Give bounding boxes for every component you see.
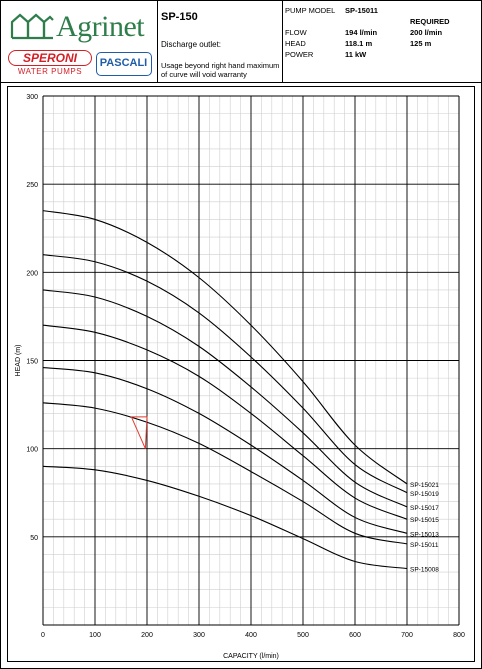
head-label: HEAD <box>285 39 306 48</box>
curve-sp-15015 <box>42 324 408 520</box>
agrinet-greenhouse-icon <box>10 13 54 40</box>
series-label-sp-15011: SP-15011 <box>410 542 439 549</box>
pump-series-title: SP-150 <box>161 11 198 23</box>
curve-sp-15021 <box>42 210 408 485</box>
head-value: 118.1 m <box>345 39 373 48</box>
series-label-sp-15021: SP-15021 <box>410 482 439 489</box>
flow-label: FLOW <box>285 28 307 37</box>
discharge-outlet-label: Discharge outlet: <box>161 40 222 49</box>
required-label: REQUIRED <box>410 17 450 26</box>
speroni-logo-outline <box>8 50 92 66</box>
y-axis-label: HEAD (m) <box>15 345 22 377</box>
speroni-wordmark: SPERONI <box>22 51 77 65</box>
y-tick-label: 50 <box>30 535 38 542</box>
y-tick-label: 200 <box>26 270 38 277</box>
series-label-sp-15017: SP-15017 <box>410 505 439 512</box>
pump-model-label: PUMP MODEL <box>285 6 336 15</box>
agrinet-wordmark: Agrinet <box>56 10 145 43</box>
curve-sp-15008 <box>42 465 408 570</box>
x-tick-label: 800 <box>453 632 465 639</box>
header-divider-left <box>157 0 158 83</box>
y-tick-label: 100 <box>26 447 38 454</box>
series-label-sp-15019: SP-15019 <box>410 491 439 498</box>
header: Agrinet SPERONI WATER PUMPS PASCALI SP-1… <box>0 0 482 84</box>
warranty-warning: Usage beyond right hand maximum of curve… <box>161 61 280 79</box>
series-label-sp-15008: SP-15008 <box>410 567 439 574</box>
x-tick-label: 600 <box>349 632 361 639</box>
y-tick-label: 250 <box>26 182 38 189</box>
head-required: 125 m <box>410 39 432 48</box>
curve-sp-15019 <box>42 254 408 494</box>
series-label-sp-15015: SP-15015 <box>410 517 439 524</box>
x-tick-label: 300 <box>193 632 205 639</box>
flow-required: 200 l/min <box>410 28 443 37</box>
y-tick-label: 300 <box>26 94 38 101</box>
x-tick-label: 0 <box>41 632 45 639</box>
curve-sp-15013 <box>42 367 408 534</box>
header-divider <box>0 82 482 83</box>
series-label-sp-15013: SP-15013 <box>410 531 439 538</box>
duty-point-marker <box>130 416 148 449</box>
curve-sp-15017 <box>42 289 408 508</box>
pascali-logo: PASCALI <box>96 52 152 76</box>
x-tick-label: 700 <box>401 632 413 639</box>
chart-frame <box>7 86 475 662</box>
x-tick-label: 400 <box>245 632 257 639</box>
power-value: 11 kW <box>345 50 367 59</box>
header-divider-right <box>282 0 283 83</box>
flow-value: 194 l/min <box>345 28 378 37</box>
power-label: POWER <box>285 50 314 59</box>
pascali-wordmark: PASCALI <box>99 57 148 69</box>
speroni-logo: SPERONI WATER PUMPS <box>8 50 92 78</box>
x-tick-label: 100 <box>89 632 101 639</box>
pump-model-value: SP-15011 <box>345 6 378 15</box>
x-tick-label: 500 <box>297 632 309 639</box>
y-tick-label: 150 <box>26 359 38 366</box>
x-axis-label: CAPACITY (l/min) <box>223 653 279 660</box>
x-tick-label: 200 <box>141 632 153 639</box>
curve-sp-15011 <box>42 402 408 545</box>
speroni-subtitle: WATER PUMPS <box>17 67 83 76</box>
agrinet-logo: Agrinet <box>8 8 156 42</box>
